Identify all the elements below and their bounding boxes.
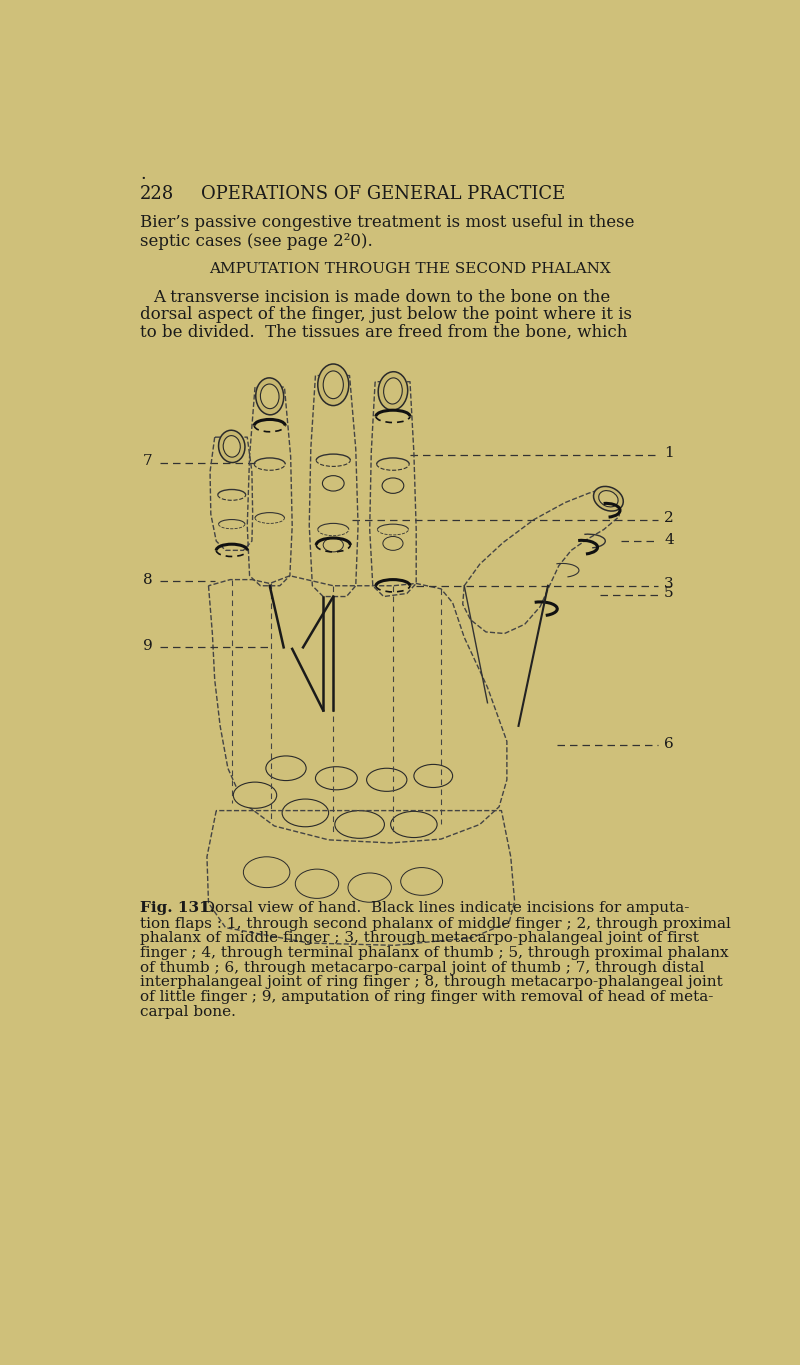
Text: dorsal aspect of the finger, just below the point where it is: dorsal aspect of the finger, just below … xyxy=(140,306,632,324)
Ellipse shape xyxy=(414,764,453,788)
Ellipse shape xyxy=(366,768,407,792)
Text: 9: 9 xyxy=(143,639,153,652)
Text: carpal bone.: carpal bone. xyxy=(140,1005,236,1018)
Text: 8: 8 xyxy=(143,572,153,587)
Ellipse shape xyxy=(256,378,284,415)
Ellipse shape xyxy=(282,799,329,827)
Polygon shape xyxy=(247,388,292,586)
Text: 7: 7 xyxy=(143,455,153,468)
Ellipse shape xyxy=(261,384,279,408)
Ellipse shape xyxy=(315,767,358,790)
Polygon shape xyxy=(310,375,358,597)
Text: tion flaps : 1, through second phalanx of middle finger ; 2, through proximal: tion flaps : 1, through second phalanx o… xyxy=(140,917,731,931)
Text: 228: 228 xyxy=(140,186,174,203)
Text: of little finger ; 9, amputation of ring finger with removal of head of meta-: of little finger ; 9, amputation of ring… xyxy=(140,990,714,1005)
Ellipse shape xyxy=(323,538,343,551)
Ellipse shape xyxy=(594,486,623,511)
Ellipse shape xyxy=(382,478,404,493)
Ellipse shape xyxy=(218,430,245,463)
Text: 6: 6 xyxy=(664,737,674,751)
Text: 3: 3 xyxy=(664,577,674,591)
Ellipse shape xyxy=(243,857,290,887)
Ellipse shape xyxy=(598,490,618,506)
Text: septic cases (see page 2²0).: septic cases (see page 2²0). xyxy=(140,233,373,250)
Text: OPERATIONS OF GENERAL PRACTICE: OPERATIONS OF GENERAL PRACTICE xyxy=(201,186,565,203)
Text: phalanx of middle finger ; 3, through metacarpo-phalangeal joint of first: phalanx of middle finger ; 3, through me… xyxy=(140,931,699,946)
Text: finger ; 4, through terminal phalanx of thumb ; 5, through proximal phalanx: finger ; 4, through terminal phalanx of … xyxy=(140,946,729,960)
Text: Dorsal view of hand.  Black lines indicate incisions for amputa-: Dorsal view of hand. Black lines indicat… xyxy=(193,901,690,916)
Polygon shape xyxy=(207,811,514,946)
Polygon shape xyxy=(209,576,507,844)
Ellipse shape xyxy=(318,364,349,405)
Text: interphalangeal joint of ring finger ; 8, through metacarpo-phalangeal joint: interphalangeal joint of ring finger ; 8… xyxy=(140,976,723,990)
Text: ·: · xyxy=(140,171,146,188)
Ellipse shape xyxy=(234,782,277,808)
Ellipse shape xyxy=(266,756,306,781)
Polygon shape xyxy=(210,437,253,550)
Ellipse shape xyxy=(348,874,391,902)
Ellipse shape xyxy=(401,868,442,895)
Text: 5: 5 xyxy=(664,587,674,601)
Polygon shape xyxy=(370,382,416,597)
Text: A transverse incision is made down to the bone on the: A transverse incision is made down to th… xyxy=(153,288,610,306)
Ellipse shape xyxy=(322,475,344,491)
Ellipse shape xyxy=(335,811,385,838)
Ellipse shape xyxy=(384,378,402,404)
Polygon shape xyxy=(462,487,619,633)
Ellipse shape xyxy=(378,371,408,410)
Text: 1: 1 xyxy=(664,446,674,460)
Text: AMPUTATION THROUGH THE SECOND PHALANX: AMPUTATION THROUGH THE SECOND PHALANX xyxy=(209,262,611,276)
Text: 4: 4 xyxy=(664,532,674,546)
Text: Bier’s passive congestive treatment is most useful in these: Bier’s passive congestive treatment is m… xyxy=(140,214,635,231)
Text: Fig. 131.: Fig. 131. xyxy=(140,901,215,916)
Text: to be divided.  The tissues are freed from the bone, which: to be divided. The tissues are freed fro… xyxy=(140,324,628,341)
Ellipse shape xyxy=(390,811,437,838)
Text: of thumb ; 6, through metacarpo-carpal joint of thumb ; 7, through distal: of thumb ; 6, through metacarpo-carpal j… xyxy=(140,961,705,975)
Text: 2: 2 xyxy=(664,511,674,526)
Ellipse shape xyxy=(223,435,240,457)
Ellipse shape xyxy=(383,536,403,550)
Ellipse shape xyxy=(323,371,343,399)
Ellipse shape xyxy=(295,870,338,898)
